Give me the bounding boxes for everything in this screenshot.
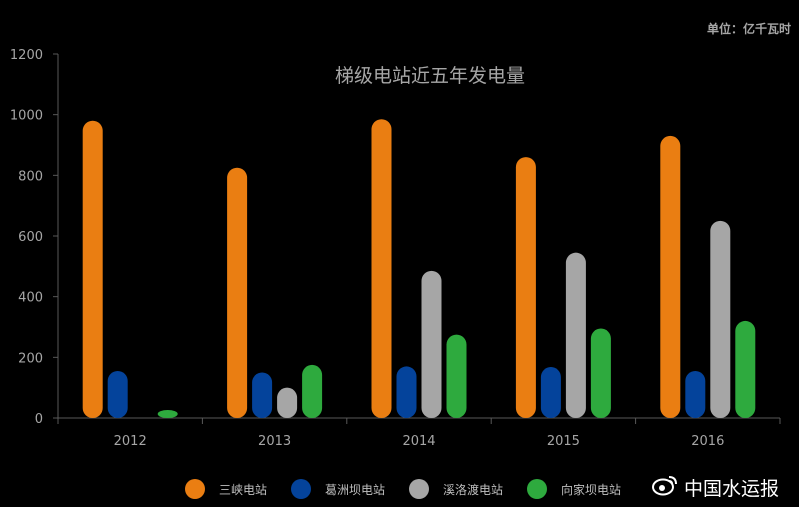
bar-溪洛渡电站-2013: [277, 387, 298, 418]
bar-三峡电站-2015: [515, 157, 536, 418]
legend-item: 葛洲坝电站: [291, 479, 385, 499]
legend-item: 向家坝电站: [527, 479, 621, 499]
bar-向家坝电站-2015: [590, 328, 611, 418]
bar-向家坝电站-2016: [735, 320, 756, 418]
bar-葛洲坝电站-2013: [252, 372, 273, 418]
y-tick-label: 200: [18, 351, 43, 366]
watermark: 中国水运报: [652, 474, 779, 501]
legend-item: 溪洛渡电站: [409, 479, 503, 499]
bar-葛洲坝电站-2015: [540, 367, 561, 418]
x-tick-label: 2012: [114, 434, 147, 449]
chart-title: 梯级电站近五年发电量: [335, 65, 525, 87]
bar-向家坝电站-2012: [157, 410, 178, 418]
bar-三峡电站-2014: [371, 119, 392, 418]
bar-溪洛渡电站-2014: [421, 270, 442, 418]
bar-葛洲坝电站-2014: [396, 366, 417, 418]
y-tick-label: 1000: [10, 109, 43, 124]
legend-swatch: [527, 479, 548, 499]
x-tick-label: 2014: [402, 434, 435, 449]
y-tick-label: 800: [18, 169, 43, 184]
x-tick-label: 2013: [258, 434, 291, 449]
y-tick-label: 600: [18, 230, 43, 245]
bar-向家坝电站-2013: [302, 364, 323, 418]
unit-label: 单位：亿千瓦时: [706, 22, 791, 36]
legend-swatch: [185, 479, 205, 499]
y-tick-label: 1200: [10, 48, 43, 63]
legend-swatch: [409, 479, 430, 499]
legend-label: 向家坝电站: [561, 482, 622, 497]
bar-三峡电站-2016: [660, 135, 681, 418]
watermark-text: 中国水运报: [684, 478, 780, 500]
y-tick-label: 0: [35, 412, 43, 427]
legend-label: 溪洛渡电站: [443, 482, 504, 497]
legend-label: 葛洲坝电站: [325, 482, 386, 497]
y-tick-label: 400: [18, 291, 43, 306]
x-tick-label: 2015: [547, 434, 580, 449]
bar-葛洲坝电站-2012: [107, 370, 128, 418]
bar-三峡电站-2012: [82, 120, 103, 418]
bar-葛洲坝电站-2016: [685, 370, 706, 418]
bar-向家坝电站-2014: [446, 334, 467, 418]
legend-label: 三峡电站: [219, 482, 268, 497]
bar-三峡电站-2013: [227, 167, 248, 418]
bar-group: [82, 119, 756, 418]
bar-溪洛渡电站-2016: [710, 220, 731, 418]
legend-item: 三峡电站: [185, 479, 267, 499]
chart-legend: 三峡电站 葛洲坝电站 溪洛渡电站 向家坝电站: [185, 477, 645, 501]
x-axis: 2012 2013 2014 2015 2016: [57, 417, 781, 449]
x-tick-label: 2016: [691, 434, 724, 449]
weibo-icon: [652, 474, 678, 501]
bar-溪洛渡电站-2015: [565, 252, 586, 418]
legend-swatch: [291, 479, 312, 499]
y-axis: 0 200 400 600 800 1000 1200: [10, 48, 59, 427]
